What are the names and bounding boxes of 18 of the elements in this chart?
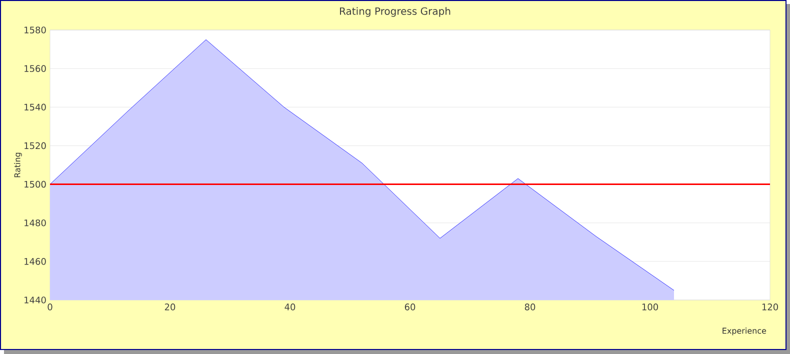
y-tick-label: 1440 xyxy=(24,296,46,304)
y-tick-label: 1500 xyxy=(24,180,46,188)
y-tick-label: 1480 xyxy=(24,219,46,226)
x-tick-label: 60 xyxy=(404,304,416,310)
y-tick-label: 1460 xyxy=(24,258,46,265)
x-tick-label: 40 xyxy=(284,304,296,310)
x-tick-label: 20 xyxy=(164,304,176,310)
x-tick-label: 120 xyxy=(762,304,778,310)
y-tick-label: 1540 xyxy=(24,104,46,111)
x-tick-label: 0 xyxy=(48,304,52,310)
x-tick-label: 80 xyxy=(524,304,536,310)
chart-title: Rating Progress Graph xyxy=(340,7,450,17)
y-tick-label: 1560 xyxy=(24,65,46,72)
y-axis-title: Rating xyxy=(14,152,22,178)
y-tick-label: 1580 xyxy=(24,26,46,34)
x-axis-title: Experience xyxy=(722,328,766,336)
x-tick-label: 100 xyxy=(642,304,658,310)
y-tick-label: 1520 xyxy=(24,142,46,150)
